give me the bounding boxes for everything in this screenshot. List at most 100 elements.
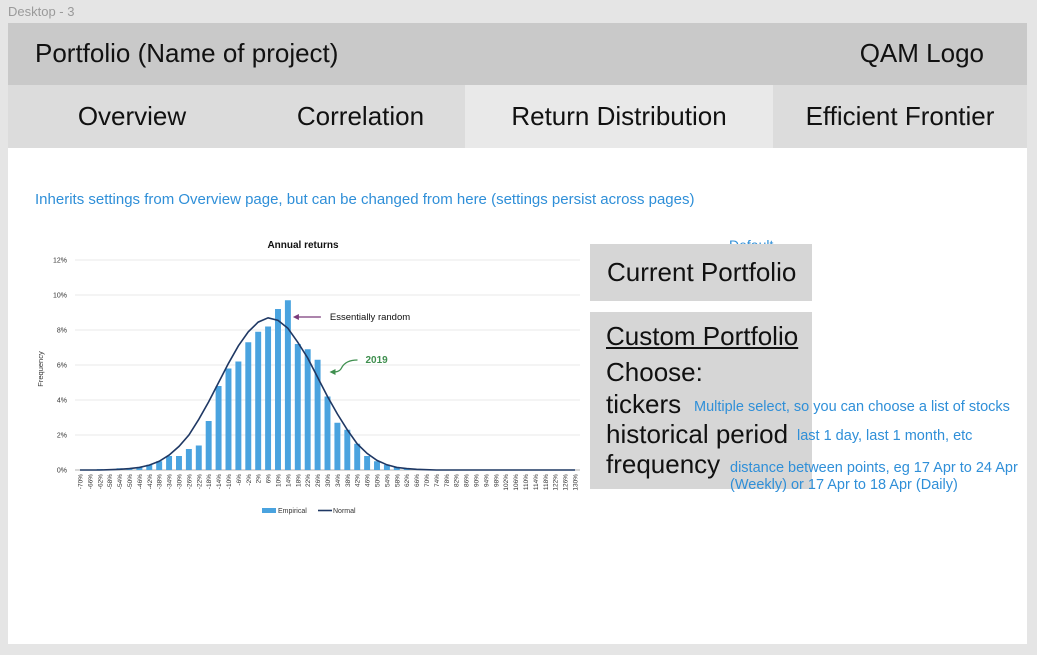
x-tick-label: -66% bbox=[87, 474, 94, 489]
x-tick-label: 26% bbox=[315, 474, 322, 487]
app-title: Portfolio (Name of project) bbox=[35, 38, 339, 68]
logo: QAM Logo bbox=[859, 38, 984, 68]
x-tick-label: 102% bbox=[503, 474, 510, 491]
x-tick-label: 70% bbox=[424, 474, 431, 487]
annotation-curved-arrow bbox=[332, 359, 358, 373]
bar--30% bbox=[176, 456, 182, 470]
bar-46% bbox=[364, 456, 371, 470]
frequency-hint: distance between points, eg 17 Apr to 24… bbox=[730, 460, 1018, 493]
y-tick-label: 2% bbox=[57, 433, 67, 440]
current-portfolio-label: Current Portfolio bbox=[607, 257, 797, 287]
x-tick-label: -2% bbox=[246, 474, 253, 486]
bar-58% bbox=[393, 467, 400, 470]
x-tick-label: 42% bbox=[355, 474, 362, 487]
bar-38% bbox=[344, 429, 351, 470]
x-tick-label: 90% bbox=[474, 474, 481, 487]
x-tick-label: 118% bbox=[543, 474, 550, 490]
x-tick-label: 74% bbox=[434, 474, 441, 487]
frequency-option[interactable]: frequency bbox=[606, 449, 721, 479]
x-tick-label: 46% bbox=[365, 474, 372, 487]
annotation-2019: 2019 bbox=[366, 355, 389, 366]
current-portfolio-button[interactable]: Current Portfolio bbox=[590, 244, 812, 301]
y-tick-label: 12% bbox=[53, 258, 67, 265]
bar--42% bbox=[146, 464, 153, 470]
bar-22% bbox=[304, 349, 311, 470]
x-tick-label: -34% bbox=[167, 474, 174, 489]
x-tick-label: 130% bbox=[573, 474, 580, 491]
bar-6% bbox=[265, 326, 272, 470]
x-tick-label: 38% bbox=[345, 474, 352, 487]
bar--10% bbox=[225, 368, 232, 470]
x-tick-label: -6% bbox=[236, 474, 243, 486]
custom-portfolio-panel[interactable] bbox=[590, 312, 812, 489]
bar--2% bbox=[245, 342, 252, 470]
x-tick-label: 34% bbox=[335, 474, 342, 487]
x-tick-label: 14% bbox=[285, 474, 292, 487]
return-distribution-chart: Annual returns Frequency 0% 2% 4% 6% 8% 10% 12… bbox=[36, 240, 580, 515]
tickers-hint: Multiple select, so you can choose a lis… bbox=[694, 399, 1010, 415]
x-tick-label: -58% bbox=[107, 474, 114, 489]
bar-34% bbox=[334, 422, 341, 470]
y-tick-label: 8% bbox=[57, 328, 67, 335]
annotation-curved-arrowhead bbox=[329, 369, 336, 375]
x-tick-label: 50% bbox=[375, 474, 382, 487]
settings-note: Inherits settings from Overview page, bu… bbox=[35, 191, 695, 208]
tab-return-distribution[interactable]: Return Distribution bbox=[465, 85, 773, 148]
x-tick-label: 6% bbox=[266, 474, 273, 484]
x-tick-label: -14% bbox=[216, 474, 223, 489]
x-tick-label: -26% bbox=[186, 474, 193, 489]
tab-correlation[interactable]: Correlation bbox=[296, 101, 425, 131]
legend-empirical-swatch bbox=[262, 508, 276, 513]
bar--38% bbox=[156, 461, 163, 470]
x-tick-label: 78% bbox=[444, 474, 451, 487]
bar--26% bbox=[185, 449, 192, 470]
x-tick-label: 22% bbox=[305, 474, 312, 487]
x-tick-label: -62% bbox=[97, 474, 104, 489]
x-tick-label: 106% bbox=[513, 474, 520, 491]
tab-efficient-frontier[interactable]: Efficient Frontier bbox=[805, 101, 995, 131]
historical-period-option[interactable]: historical period bbox=[606, 419, 789, 449]
annotation-arrowhead bbox=[292, 314, 299, 320]
bar--22% bbox=[195, 445, 202, 470]
x-tick-label: 86% bbox=[464, 474, 471, 487]
tab-overview[interactable]: Overview bbox=[77, 101, 187, 131]
bar--6% bbox=[235, 361, 242, 470]
x-tick-label: 30% bbox=[325, 474, 332, 487]
x-tick-label: -38% bbox=[157, 474, 164, 489]
bar-2% bbox=[255, 331, 262, 470]
chart-y-label: Frequency bbox=[36, 351, 45, 387]
x-tick-label: 18% bbox=[295, 474, 302, 487]
tickers-option[interactable]: tickers bbox=[606, 389, 682, 419]
y-tick-label: 0% bbox=[57, 468, 67, 475]
x-tick-label: 66% bbox=[414, 474, 421, 487]
bar-30% bbox=[324, 396, 331, 470]
x-tick-label: -54% bbox=[117, 474, 124, 489]
bar--14% bbox=[215, 386, 222, 470]
desktop-label: Desktop - 3 bbox=[8, 4, 75, 19]
normal-distribution-line bbox=[80, 316, 575, 471]
x-tick-label: 62% bbox=[404, 474, 411, 487]
bar-18% bbox=[294, 344, 301, 470]
y-tick-label: 10% bbox=[53, 293, 67, 300]
choose-label: Choose: bbox=[606, 357, 703, 387]
chart-title: Annual returns bbox=[267, 240, 339, 251]
x-tick-label: -22% bbox=[196, 474, 203, 489]
x-tick-label: -18% bbox=[206, 474, 213, 489]
x-tick-label: 110% bbox=[523, 474, 530, 490]
x-tick-label: -46% bbox=[137, 474, 144, 489]
legend-empirical-label: Empirical bbox=[278, 508, 307, 515]
bar-42% bbox=[354, 443, 361, 470]
custom-portfolio-title[interactable]: Custom Portfolio bbox=[606, 321, 799, 351]
app-frame: Portfolio (Name of project) QAM Logo Ove… bbox=[8, 23, 1027, 644]
x-tick-label: 94% bbox=[483, 474, 490, 487]
x-tick-label: -30% bbox=[176, 474, 183, 489]
x-tick-label: 58% bbox=[394, 474, 401, 487]
x-tick-label: -70% bbox=[77, 474, 84, 489]
x-tick-label: 114% bbox=[533, 474, 540, 490]
tab-bar: Overview Correlation Return Distribution… bbox=[8, 85, 1027, 148]
annotation-essentially-random: Essentially random bbox=[330, 312, 410, 323]
x-tick-label: -50% bbox=[127, 474, 134, 489]
historical-period-hint: last 1 day, last 1 month, etc bbox=[797, 428, 973, 444]
y-tick-label: 6% bbox=[57, 363, 67, 370]
bar-54% bbox=[383, 464, 390, 470]
